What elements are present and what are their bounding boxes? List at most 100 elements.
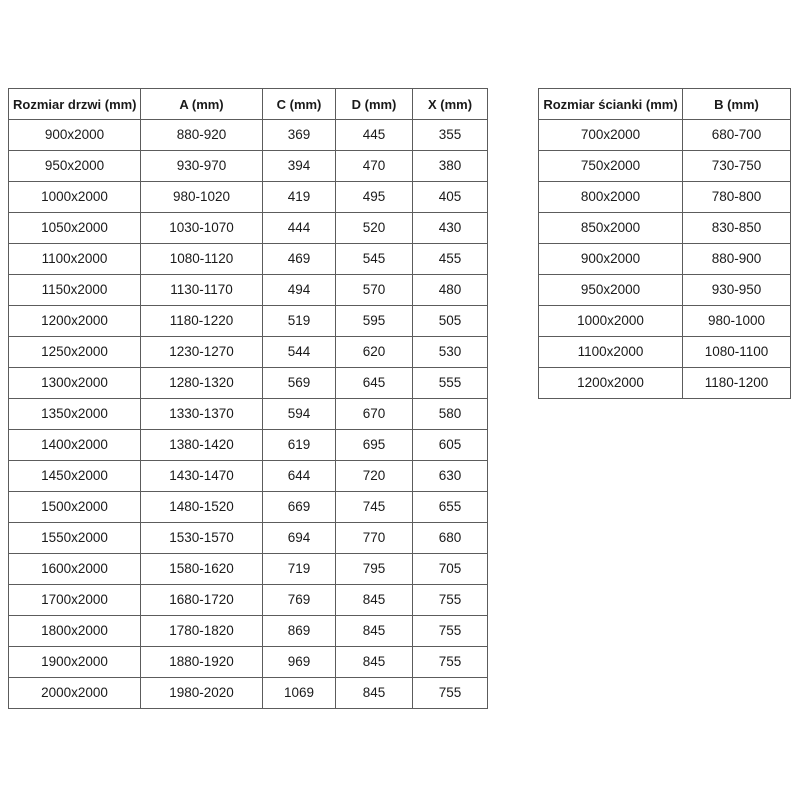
cell-door-size: 1600x2000: [8, 553, 141, 585]
cell-x: 430: [412, 212, 488, 244]
cell-door-size: 1100x2000: [8, 243, 141, 275]
cell-x: 755: [412, 615, 488, 647]
cell-door-size: 1800x2000: [8, 615, 141, 647]
cell-d: 845: [335, 584, 413, 616]
cell-b: 980-1000: [682, 305, 791, 337]
column-header-x: X (mm): [412, 88, 488, 120]
table-row: 1450x2000 1430-1470 644 720 630: [8, 460, 488, 492]
cell-c: 569: [262, 367, 336, 399]
cell-c: 669: [262, 491, 336, 523]
cell-d: 795: [335, 553, 413, 585]
cell-door-size: 1700x2000: [8, 584, 141, 616]
cell-wall-size: 800x2000: [538, 181, 683, 213]
cell-b: 880-900: [682, 243, 791, 275]
cell-c: 494: [262, 274, 336, 306]
cell-c: 719: [262, 553, 336, 585]
cell-d: 445: [335, 119, 413, 151]
cell-x: 555: [412, 367, 488, 399]
cell-door-size: 1400x2000: [8, 429, 141, 461]
cell-x: 380: [412, 150, 488, 182]
cell-c: 869: [262, 615, 336, 647]
cell-b: 830-850: [682, 212, 791, 244]
cell-x: 705: [412, 553, 488, 585]
table-row: 1000x2000 980-1020 419 495 405: [8, 181, 488, 213]
cell-a: 1880-1920: [140, 646, 263, 678]
table-row: 1700x2000 1680-1720 769 845 755: [8, 584, 488, 616]
cell-d: 670: [335, 398, 413, 430]
cell-c: 619: [262, 429, 336, 461]
cell-d: 520: [335, 212, 413, 244]
cell-door-size: 1350x2000: [8, 398, 141, 430]
cell-c: 969: [262, 646, 336, 678]
cell-door-size: 1300x2000: [8, 367, 141, 399]
cell-d: 595: [335, 305, 413, 337]
cell-door-size: 1450x2000: [8, 460, 141, 492]
cell-a: 1380-1420: [140, 429, 263, 461]
cell-door-size: 1000x2000: [8, 181, 141, 213]
cell-door-size: 2000x2000: [8, 677, 141, 709]
cell-a: 1680-1720: [140, 584, 263, 616]
table-row: 900x2000 880-920 369 445 355: [8, 119, 488, 151]
cell-d: 495: [335, 181, 413, 213]
cell-c: 644: [262, 460, 336, 492]
cell-d: 770: [335, 522, 413, 554]
cell-b: 730-750: [682, 150, 791, 182]
table-row: 1900x2000 1880-1920 969 845 755: [8, 646, 488, 678]
cell-b: 930-950: [682, 274, 791, 306]
column-header-door-size: Rozmiar drzwi (mm): [8, 88, 141, 120]
cell-c: 694: [262, 522, 336, 554]
cell-a: 1430-1470: [140, 460, 263, 492]
cell-c: 469: [262, 243, 336, 275]
cell-a: 1530-1570: [140, 522, 263, 554]
table-row: 1300x2000 1280-1320 569 645 555: [8, 367, 488, 399]
wall-panel-size-table: Rozmiar ścianki (mm) B (mm) 700x2000 680-…: [538, 88, 791, 399]
cell-c: 369: [262, 119, 336, 151]
cell-door-size: 900x2000: [8, 119, 141, 151]
cell-a: 1330-1370: [140, 398, 263, 430]
cell-d: 845: [335, 677, 413, 709]
cell-x: 455: [412, 243, 488, 275]
cell-x: 405: [412, 181, 488, 213]
table-row: 1800x2000 1780-1820 869 845 755: [8, 615, 488, 647]
cell-d: 470: [335, 150, 413, 182]
table-row: 1100x2000 1080-1120 469 545 455: [8, 243, 488, 275]
cell-x: 605: [412, 429, 488, 461]
table-row: 750x2000 730-750: [538, 150, 791, 182]
table-row: 950x2000 930-950: [538, 274, 791, 306]
cell-x: 755: [412, 584, 488, 616]
cell-door-size: 1500x2000: [8, 491, 141, 523]
table-row: 1050x2000 1030-1070 444 520 430: [8, 212, 488, 244]
table-row: 2000x2000 1980-2020 1069 845 755: [8, 677, 488, 709]
cell-d: 570: [335, 274, 413, 306]
cell-a: 1080-1120: [140, 243, 263, 275]
cell-b: 680-700: [682, 119, 791, 151]
cell-door-size: 1150x2000: [8, 274, 141, 306]
table-row: 1150x2000 1130-1170 494 570 480: [8, 274, 488, 306]
table-row: 1350x2000 1330-1370 594 670 580: [8, 398, 488, 430]
column-header-a: A (mm): [140, 88, 263, 120]
cell-a: 980-1020: [140, 181, 263, 213]
cell-door-size: 950x2000: [8, 150, 141, 182]
door-size-table: Rozmiar drzwi (mm) A (mm) C (mm) D (mm) …: [8, 88, 488, 709]
cell-b: 780-800: [682, 181, 791, 213]
cell-a: 1280-1320: [140, 367, 263, 399]
cell-x: 480: [412, 274, 488, 306]
cell-wall-size: 1100x2000: [538, 336, 683, 368]
column-header-d: D (mm): [335, 88, 413, 120]
cell-d: 695: [335, 429, 413, 461]
cell-x: 680: [412, 522, 488, 554]
cell-c: 519: [262, 305, 336, 337]
cell-a: 1780-1820: [140, 615, 263, 647]
table-row: 1200x2000 1180-1220 519 595 505: [8, 305, 488, 337]
cell-c: 419: [262, 181, 336, 213]
cell-door-size: 1250x2000: [8, 336, 141, 368]
cell-d: 545: [335, 243, 413, 275]
cell-c: 444: [262, 212, 336, 244]
table-row: 1500x2000 1480-1520 669 745 655: [8, 491, 488, 523]
table-row: 850x2000 830-850: [538, 212, 791, 244]
cell-wall-size: 750x2000: [538, 150, 683, 182]
table-row: 800x2000 780-800: [538, 181, 791, 213]
cell-x: 505: [412, 305, 488, 337]
cell-c: 544: [262, 336, 336, 368]
